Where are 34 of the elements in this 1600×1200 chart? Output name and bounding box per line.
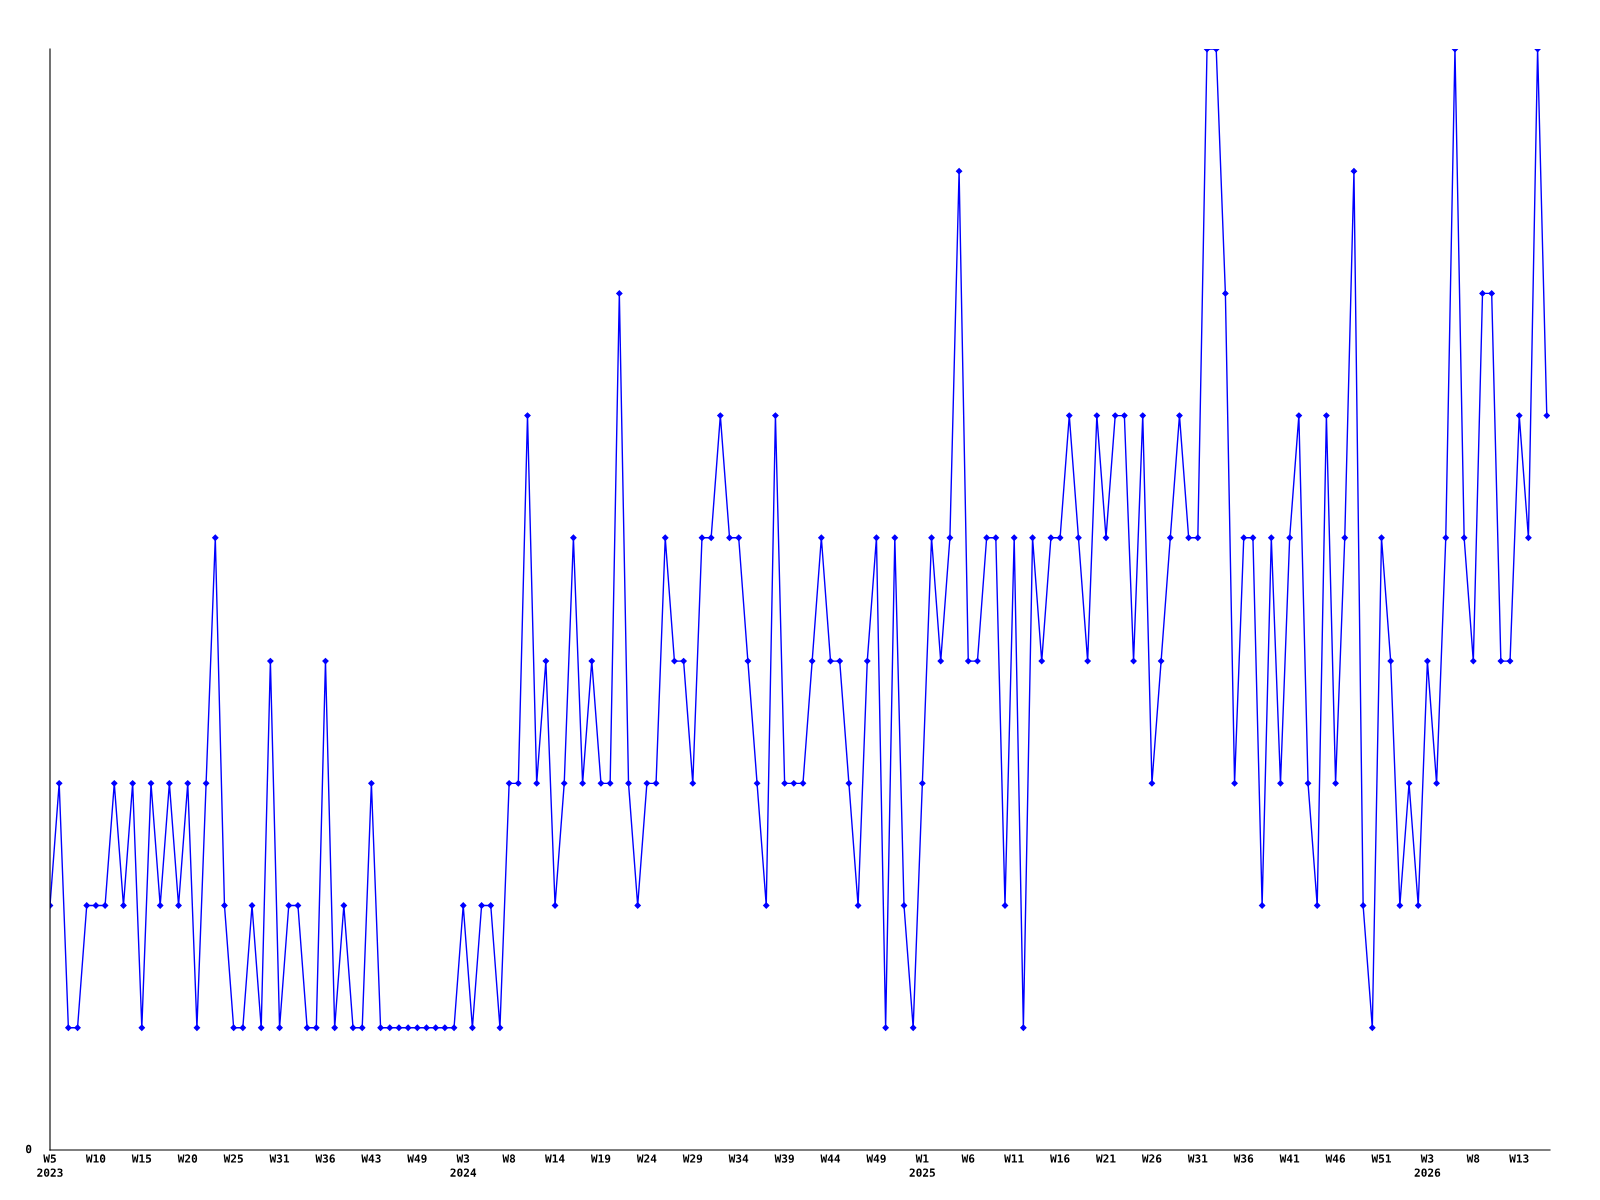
x-tick-label: W10 (85, 1154, 106, 1163)
x-tick-label: W49 (866, 1154, 886, 1163)
x-tick-label: W41 (1279, 1154, 1300, 1163)
x-tick-label: W44 (820, 1154, 841, 1163)
x-tick-label: W31 (269, 1154, 290, 1163)
x-tick-label: W20 (177, 1154, 198, 1163)
x-tick-label: W16 (1050, 1154, 1070, 1163)
x-tick-label: W46 (1325, 1154, 1346, 1163)
x-tick-label: W19 (590, 1154, 611, 1163)
x-tick-label: W14 (545, 1154, 565, 1163)
text: 0 (25, 1144, 32, 1154)
x-tick-label: W3 2026 (1414, 1154, 1441, 1177)
x-tick-label: W5 2023 (37, 1154, 63, 1177)
x-tick-label: W15 (131, 1154, 152, 1163)
x-tick-label: W43 (361, 1154, 381, 1163)
x-tick-label: W39 (774, 1154, 794, 1163)
x-tick-label: W29 (682, 1154, 703, 1163)
x-tick-label: W49 (407, 1154, 427, 1163)
x-tick-label: W31 (1187, 1154, 1208, 1163)
x-tick-label: W36 (1233, 1154, 1254, 1163)
x-tick-label: W6 (961, 1154, 975, 1163)
x-tick-label: W8 (502, 1154, 516, 1163)
x-tick-label: W51 (1371, 1154, 1391, 1163)
x-tick-label: W1 2025 (909, 1154, 935, 1177)
x-tick-label: W25 (223, 1154, 243, 1163)
x-tick-label: W24 (636, 1154, 657, 1163)
x-tick-label: W11 (1004, 1154, 1024, 1163)
x-tick-label: W34 (728, 1154, 749, 1163)
x-tick-label: W26 (1141, 1154, 1162, 1163)
x-tick-label: W8 (1466, 1154, 1480, 1163)
x-tick-label: W21 (1095, 1154, 1116, 1163)
x-tick-label: W13 (1509, 1154, 1529, 1163)
x-tick-label: W3 2024 (450, 1154, 477, 1177)
x-tick-label: W36 (315, 1154, 335, 1163)
